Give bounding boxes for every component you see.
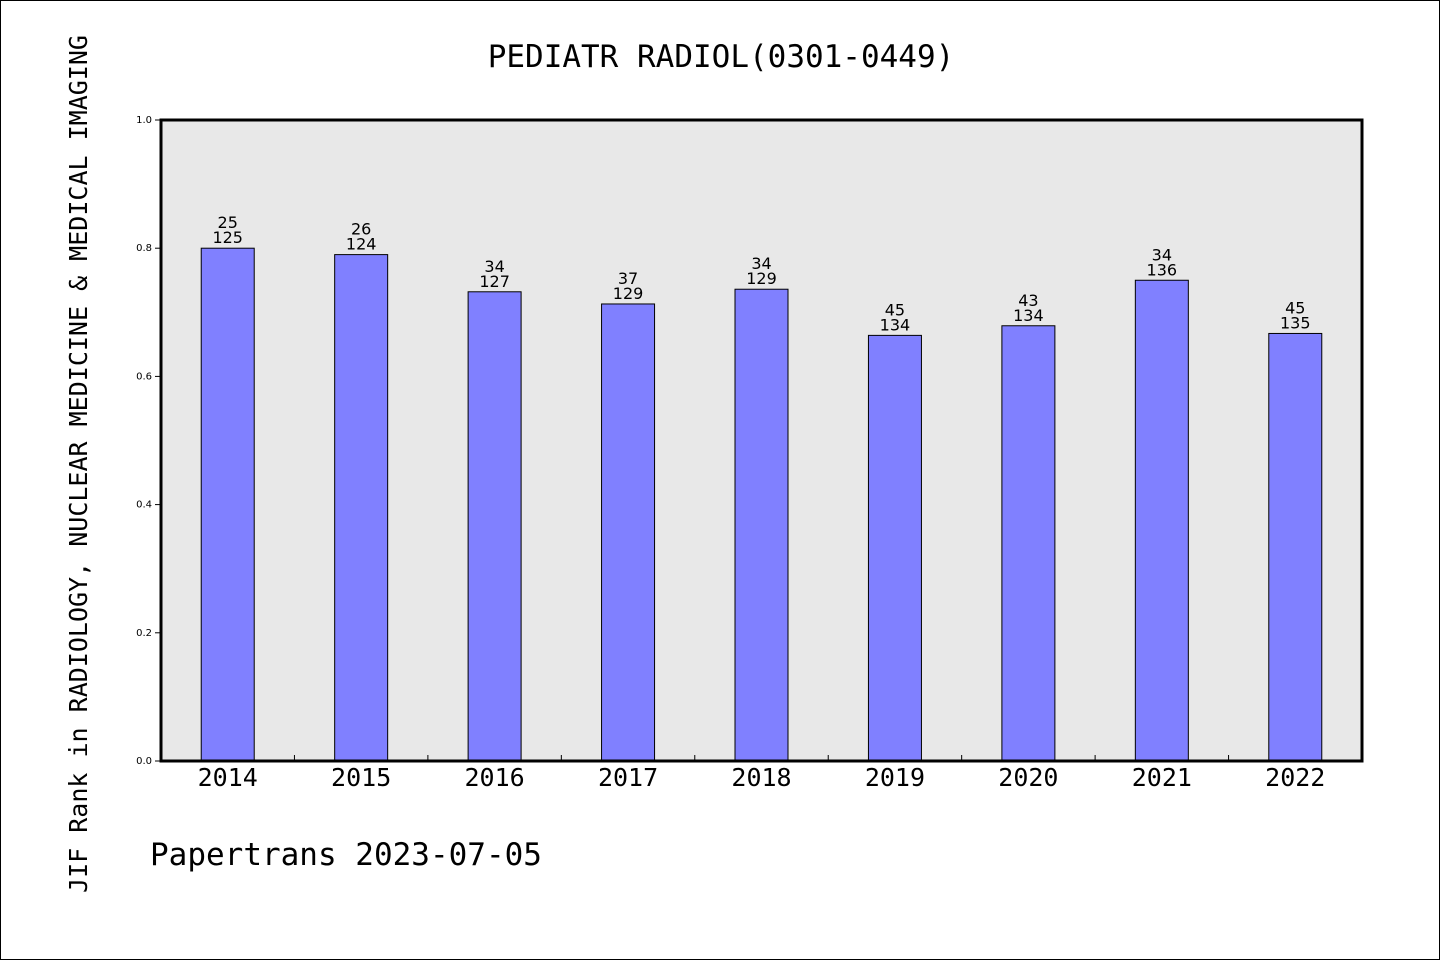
bar-total-label: 127 xyxy=(479,272,510,291)
y-tick-label: 0.0 xyxy=(136,756,152,767)
x-tick-label: 2014 xyxy=(198,763,258,792)
plot-area: 0.00.20.40.60.81.02512520142612420153412… xyxy=(136,115,1364,792)
x-tick-label: 2021 xyxy=(1132,763,1192,792)
x-tick-label: 2017 xyxy=(598,763,658,792)
bar-total-label: 129 xyxy=(746,269,777,288)
bar xyxy=(867,334,922,762)
bar xyxy=(1001,325,1056,762)
bar-rank-label: 26 xyxy=(351,220,371,239)
x-tick-label: 2018 xyxy=(731,763,791,792)
bar-total-label: 134 xyxy=(1013,306,1044,325)
y-tick-label: 0.4 xyxy=(136,500,152,511)
bar xyxy=(1268,332,1323,762)
bar-total-label: 136 xyxy=(1147,260,1178,279)
y-tick-label: 1.0 xyxy=(136,115,152,126)
bar xyxy=(467,291,522,762)
bar-rank-label: 34 xyxy=(484,257,504,276)
bar-rank-label: 43 xyxy=(1018,291,1038,310)
x-tick-label: 2020 xyxy=(998,763,1058,792)
bar-total-label: 125 xyxy=(212,228,243,247)
chart-title: PEDIATR RADIOL(0301-0449) xyxy=(488,39,955,75)
x-tick-label: 2022 xyxy=(1265,763,1325,792)
x-tick-label: 2019 xyxy=(865,763,925,792)
bar-rank-label: 34 xyxy=(751,254,771,273)
bar-rank-label: 45 xyxy=(1285,298,1305,317)
bar xyxy=(734,288,789,762)
bar-rank-label: 25 xyxy=(218,213,238,232)
bar-total-label: 134 xyxy=(880,315,911,334)
x-tick-label: 2015 xyxy=(331,763,391,792)
bar-rank-label: 37 xyxy=(618,269,638,288)
bar xyxy=(1134,279,1189,762)
bar-rank-label: 45 xyxy=(885,300,905,319)
y-axis-label: JIF Rank in RADIOLOGY, NUCLEAR MEDICINE … xyxy=(64,35,93,893)
bar-total-label: 129 xyxy=(613,284,644,303)
bar-rank-label: 34 xyxy=(1152,245,1172,264)
footer-credit: Papertrans 2023-07-05 xyxy=(150,837,542,873)
bar xyxy=(200,247,255,762)
bar xyxy=(601,303,656,762)
x-tick-label: 2016 xyxy=(465,763,525,792)
y-tick-label: 0.2 xyxy=(136,628,152,639)
plot-border xyxy=(159,118,1364,763)
bar-total-label: 135 xyxy=(1280,313,1311,332)
y-tick-label: 0.8 xyxy=(136,243,152,254)
bar-total-label: 124 xyxy=(346,235,377,254)
y-tick-label: 0.6 xyxy=(136,371,152,382)
bar xyxy=(334,254,389,762)
